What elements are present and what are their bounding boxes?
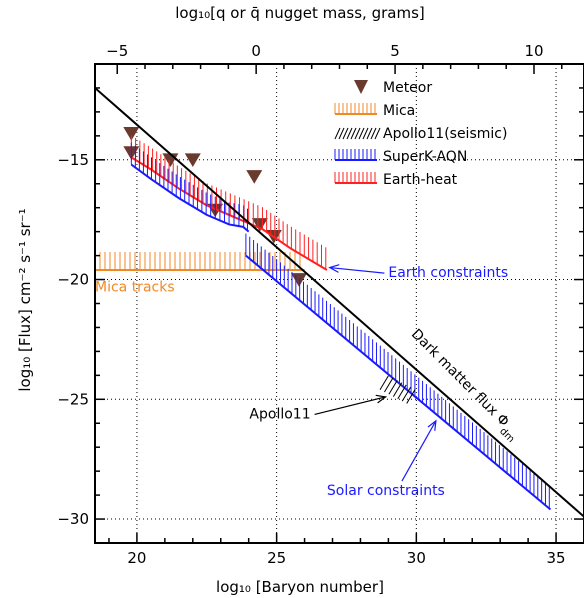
dm-subscript: dm xyxy=(497,426,516,445)
x-tick-label: 30 xyxy=(407,549,426,567)
legend: Meteor Mica Apollo11(seismic) SuperK-AQN Ear… xyxy=(335,80,507,188)
legend-label-apollo11-seismic: Apollo11(seismic) xyxy=(383,126,507,142)
meteor-point xyxy=(246,170,262,184)
axis-ticks: 20 25 30 35 −5 0 5 10 −15 −20 −25 −30 xyxy=(57,42,584,567)
legend-label-meteor: Meteor xyxy=(383,80,432,96)
x-axis-label: log₁₀ [Baryon number] xyxy=(216,578,384,596)
legend-label-superk-aqn: SuperK-AQN xyxy=(383,149,467,165)
x2-tick-label: 0 xyxy=(251,42,261,60)
apollo11-label: Apollo11 xyxy=(249,406,310,422)
solar-constraints-arrow xyxy=(402,421,436,481)
x2-tick-label: 10 xyxy=(524,42,543,60)
x2-tick-label: 5 xyxy=(390,42,400,60)
mica-tracks-label: Mica tracks xyxy=(95,280,175,296)
y-tick-label: −30 xyxy=(57,510,89,528)
solar-constraints-arrowhead xyxy=(428,421,436,431)
meteor-point xyxy=(291,273,307,287)
x2-tick-label: −5 xyxy=(106,42,128,60)
y-tick-label: −20 xyxy=(57,271,89,289)
annotations: Mica tracks Earth constraints Apollo11 Sola… xyxy=(95,265,523,499)
y-tick-label: −25 xyxy=(57,390,89,408)
legend-label-mica: Mica xyxy=(383,103,415,119)
earth-constraints-label: Earth constraints xyxy=(388,265,508,281)
x2-axis-label: log₁₀[q or q̄ nugget mass, grams] xyxy=(175,4,425,22)
y-axis-label: log₁₀ [Flux] cm⁻² s⁻¹ sr⁻¹ xyxy=(16,208,34,391)
x-tick-label: 20 xyxy=(127,549,146,567)
legend-label-earth-heat: Earth-heat xyxy=(383,172,458,188)
x-tick-label: 35 xyxy=(547,549,566,567)
y-tick-label: −15 xyxy=(57,151,89,169)
apollo11-arrow xyxy=(315,397,386,415)
x-tick-label: 25 xyxy=(267,549,286,567)
legend-marker-meteor xyxy=(354,80,368,94)
solar-constraints-label: Solar constraints xyxy=(327,483,445,499)
